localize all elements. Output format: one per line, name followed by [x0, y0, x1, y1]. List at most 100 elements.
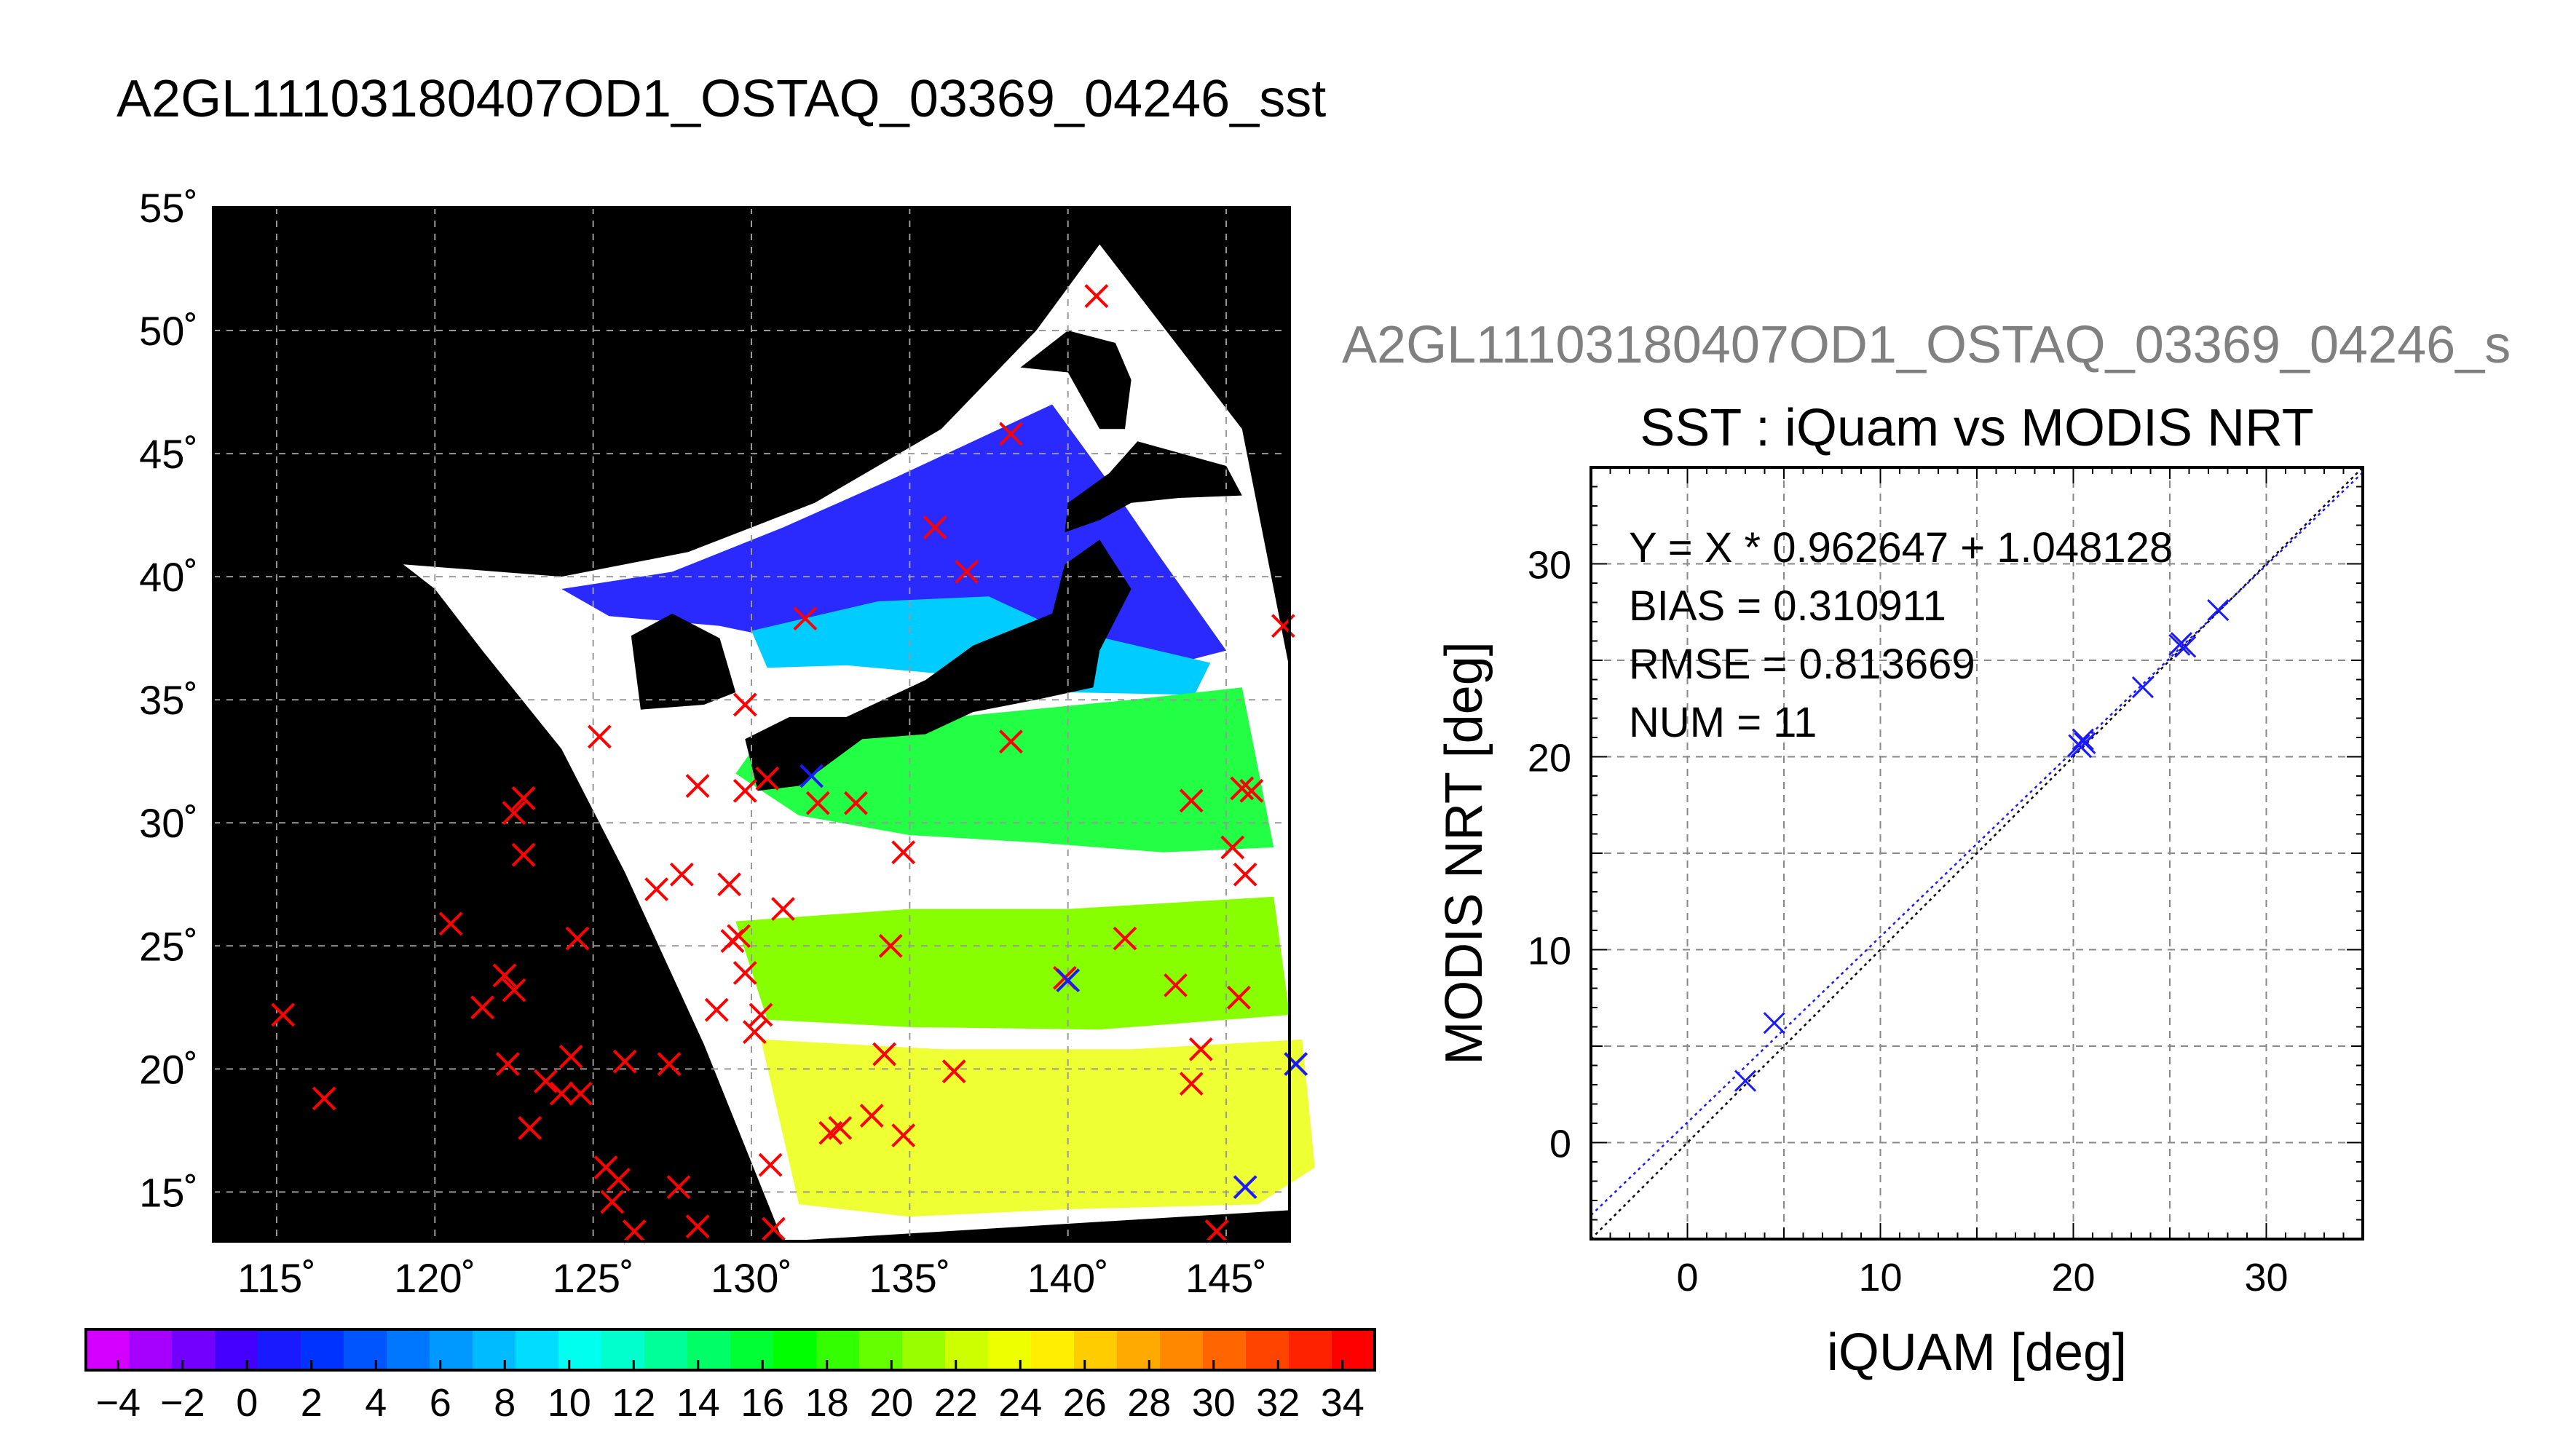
buoy-marker	[565, 926, 590, 951]
warmer-water	[735, 896, 1290, 1030]
buoy-marker-stroke	[492, 963, 517, 988]
bias-label: BIAS = 0.310911	[1629, 582, 1946, 630]
buoy-marker	[312, 1086, 336, 1111]
scatter-panel: A2GL11103180407OD1_OSTAQ_03369_04246_s S…	[1342, 316, 2511, 1382]
colorbar-segment	[816, 1329, 860, 1370]
buoy-marker-stroke	[1239, 778, 1264, 803]
scatter-x-tick-label: 30	[2244, 1256, 2288, 1299]
scatter-lines	[1590, 467, 2364, 1240]
buoy-marker-stroke	[1113, 926, 1137, 951]
map-x-tick-label: 135˚	[869, 1255, 950, 1301]
buoy-marker	[1204, 1219, 1229, 1243]
buoy-marker	[1233, 862, 1257, 887]
buoy-marker-stroke	[1220, 835, 1245, 860]
buoy-marker-stroke	[828, 1116, 853, 1140]
buoy-marker-stroke	[666, 1175, 691, 1200]
buoy-marker-stroke	[558, 1045, 583, 1069]
buoy-marker-stroke	[600, 1190, 625, 1214]
colorbar-segment	[687, 1329, 731, 1370]
scatter-point	[2168, 633, 2191, 656]
buoy-marker	[534, 1069, 558, 1093]
scatter-header: A2GL11103180407OD1_OSTAQ_03369_04246_s	[1342, 316, 2511, 374]
buoy-marker-stroke	[271, 1002, 296, 1027]
scatter-point	[2074, 732, 2096, 755]
buoy-marker-stroke	[758, 1152, 783, 1177]
scatter-point-stroke	[1734, 1069, 1757, 1092]
buoy-marker-stroke	[891, 840, 916, 865]
buoy-marker-stroke	[612, 1049, 637, 1074]
scatter-y-tick-labels: 0 10 20 30	[1528, 544, 1571, 1166]
scatter-point-stroke	[2174, 636, 2197, 658]
colorbar-tick-label: 12	[612, 1381, 655, 1425]
colorbar-tick-label: 4	[365, 1381, 387, 1425]
map-y-tick-label: 15˚	[139, 1169, 198, 1215]
map-x-tick-label: 130˚	[711, 1255, 792, 1301]
buoy-marker	[742, 1020, 767, 1045]
buoy-marker	[1188, 1037, 1213, 1061]
scatter-title: SST : iQuam vs MODIS NRT	[1640, 399, 2314, 457]
buoy-marker-stroke	[644, 877, 669, 901]
buoy-marker	[612, 1049, 637, 1074]
buoy-marker-stroke	[771, 897, 795, 921]
matchup-marker	[1233, 1175, 1257, 1200]
scatter-y-tick-label: 20	[1528, 737, 1571, 780]
colorbar-segment	[1203, 1329, 1247, 1370]
colorbar-tick-label: 10	[548, 1381, 591, 1425]
buoy-marker-stroke	[1084, 284, 1109, 309]
scatter-x-tick-label: 10	[1858, 1256, 1902, 1299]
buoy-marker-stroke	[1227, 985, 1251, 1010]
buoy-marker-stroke	[669, 862, 694, 887]
buoy-marker	[644, 877, 669, 901]
colorbar-segment	[473, 1329, 516, 1370]
colorbar-tick-label: 22	[934, 1381, 978, 1425]
buoy-marker	[518, 1116, 542, 1140]
buoy-marker-stroke	[565, 926, 590, 951]
map-x-tick-labels: 115˚ 120˚ 125˚ 130˚ 135˚ 140˚ 145˚	[237, 1255, 1267, 1301]
buoy-marker-stroke	[502, 978, 526, 1002]
matchup-marker-stroke	[1056, 968, 1081, 993]
buoy-marker-stroke	[742, 1020, 767, 1045]
colorbar-segment	[1160, 1329, 1204, 1370]
colorbar-segment	[301, 1329, 344, 1370]
buoy-marker-stroke	[891, 1123, 916, 1148]
buoy-marker-stroke	[732, 961, 757, 985]
map-markers	[271, 284, 1308, 1243]
buoy-marker-stroke	[755, 766, 780, 791]
colorbar-segment	[601, 1329, 645, 1370]
buoy-marker	[793, 606, 818, 631]
buoy-marker-stroke	[1204, 1219, 1229, 1243]
scatter-point-stroke	[2207, 599, 2230, 622]
buoy-marker	[1179, 1072, 1204, 1096]
buoy-marker-stroke	[1179, 788, 1204, 813]
map-x-tick-label: 125˚	[553, 1255, 634, 1301]
colorbar-segment	[516, 1329, 559, 1370]
buoy-marker-stroke	[859, 1104, 884, 1128]
colorbar-segment	[988, 1329, 1032, 1370]
colorbar-segment	[1332, 1329, 1375, 1370]
colorbar-segment	[129, 1329, 173, 1370]
buoy-marker	[1239, 778, 1264, 803]
buoy-marker-stroke	[549, 1081, 574, 1106]
buoy-marker	[568, 1081, 593, 1106]
colorbar-tick-label: 18	[805, 1381, 849, 1425]
buoy-marker	[502, 801, 526, 826]
scatter-point	[2207, 599, 2230, 622]
colorbar-segment	[1074, 1329, 1118, 1370]
map-frame	[212, 206, 1291, 1243]
buoy-marker	[438, 911, 463, 936]
buoy-marker-stroke	[495, 1052, 520, 1076]
colorbar-segment	[945, 1329, 989, 1370]
colorbar-segment	[902, 1329, 946, 1370]
map-y-tick-labels: 55˚ 50˚ 45˚ 40˚ 35˚ 30˚ 25˚ 20˚ 15˚	[139, 185, 198, 1215]
buoy-marker-stroke	[872, 1042, 896, 1067]
buoy-marker-stroke	[1164, 973, 1188, 997]
scatter-point-stroke	[1763, 1012, 1785, 1034]
buoy-marker	[470, 995, 494, 1020]
buoy-marker-stroke	[511, 842, 536, 867]
buoy-marker	[511, 842, 536, 867]
buoy-marker	[828, 1116, 853, 1140]
buoy-marker	[749, 1002, 773, 1027]
map-x-tick-label: 145˚	[1185, 1255, 1267, 1301]
colorbar-tick-label: 34	[1321, 1381, 1365, 1425]
